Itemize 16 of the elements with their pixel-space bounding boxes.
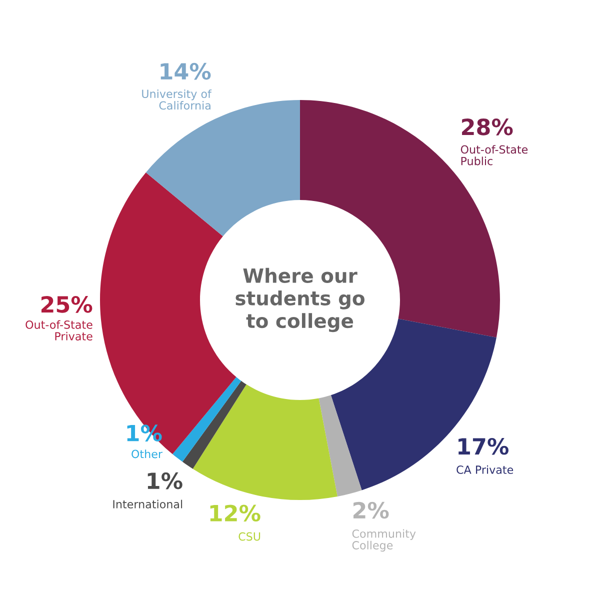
- data-label: 25%: [41, 296, 92, 313]
- data-label: 2%: [353, 502, 389, 519]
- data-label: 1%: [148, 472, 182, 490]
- slice-label: Out-of-State Private: [26, 320, 92, 340]
- text: Where our students go to college: [236, 268, 364, 332]
- data-label: 14%: [160, 62, 211, 80]
- slice-label: International: [113, 500, 182, 508]
- slice-label: CA Private: [456, 465, 514, 474]
- slice-label: Out-of-State Public: [460, 145, 528, 166]
- slice-label: Community College: [352, 529, 416, 552]
- data-label: 12%: [210, 504, 260, 522]
- slice-label: Other: [132, 450, 163, 458]
- slice-label: University of California: [142, 89, 212, 110]
- data-label: 17%: [458, 438, 509, 455]
- slice-label: CSU: [238, 532, 260, 541]
- data-label: 28%: [462, 118, 513, 136]
